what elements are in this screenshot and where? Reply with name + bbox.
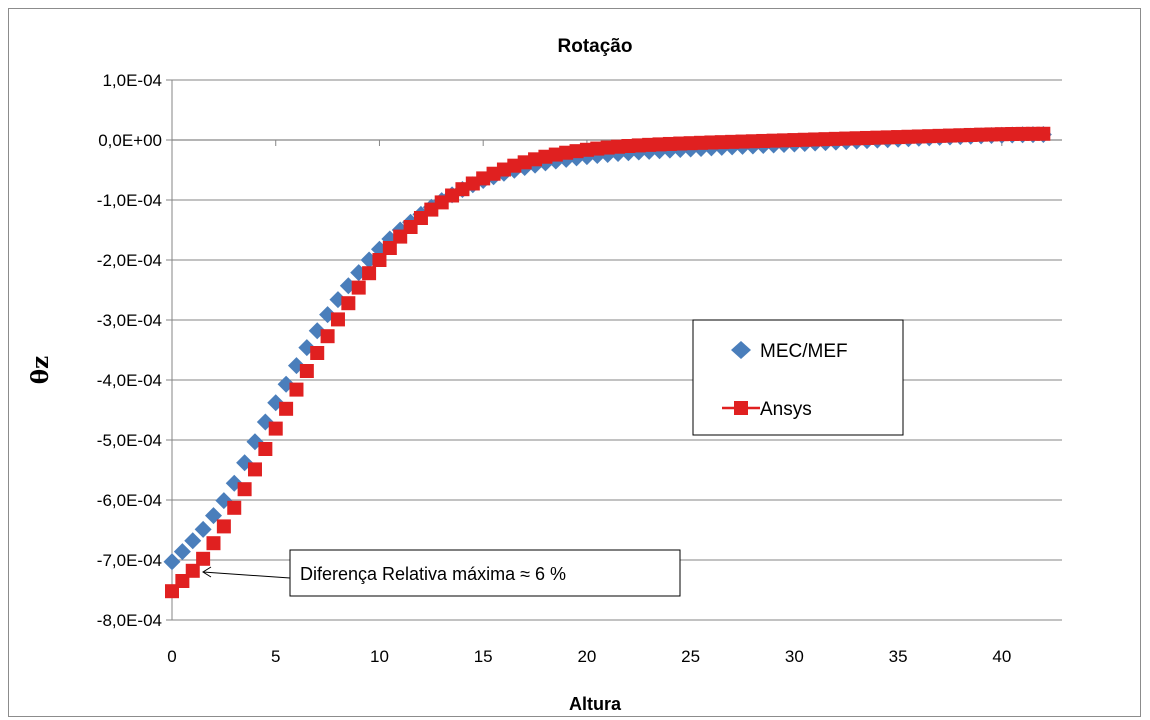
data-point-ansys [216, 519, 231, 534]
y-tick-label: -3,0E-04 [97, 311, 162, 330]
y-tick-label: -1,0E-04 [97, 191, 162, 210]
data-point-ansys [185, 563, 200, 578]
y-tick-label: -2,0E-04 [97, 251, 162, 270]
legend-marker-mec-mef [731, 341, 751, 359]
data-point-ansys [247, 462, 262, 477]
y-tick-label: 0,0E+00 [98, 131, 162, 150]
y-tick-labels: 1,0E-04 0,0E+00 -1,0E-04 -2,0E-04 -3,0E-04 -4… [97, 71, 162, 630]
data-point-ansys [289, 382, 304, 397]
y-axis-label: θz [27, 356, 54, 384]
annotation-arrow [202, 571, 291, 579]
x-tick-label: 0 [167, 647, 176, 666]
data-point-ansys [351, 280, 366, 295]
legend-box [692, 319, 904, 436]
x-tick-label: 30 [785, 647, 804, 666]
x-tick-label: 10 [370, 647, 389, 666]
data-point-ansys [268, 421, 283, 436]
x-tick-label: 35 [889, 647, 908, 666]
annotation-text: Diferença Relativa máxima ≈ 6 % [300, 564, 566, 584]
x-tick-label: 5 [271, 647, 280, 666]
data-point-ansys [258, 442, 273, 456]
x-axis-label: Altura [569, 694, 622, 714]
annotation: Diferença Relativa máxima ≈ 6 % [202, 549, 681, 597]
legend-label-ansys: Ansys [760, 399, 812, 420]
data-point-ansys [382, 241, 397, 255]
arrowhead [202, 566, 212, 578]
data-point-ansys [330, 312, 345, 327]
data-point-ansys [196, 551, 211, 566]
legend: MEC/MEF Ansys [692, 319, 904, 436]
y-tick-label: -4,0E-04 [97, 371, 162, 390]
y-tick-label: -8,0E-04 [97, 611, 162, 630]
x-tick-label: 40 [992, 647, 1011, 666]
x-tick-label: 25 [681, 647, 700, 666]
legend-label-mec-mef: MEC/MEF [760, 341, 848, 362]
data-point-ansys [362, 266, 377, 281]
x-tick-labels: 0 5 10 15 20 25 30 35 40 [167, 647, 1011, 666]
x-tick-label: 15 [474, 647, 493, 666]
data-point-ansys [320, 329, 335, 344]
chart-frame [8, 8, 1141, 717]
gridlines [166, 79, 1062, 621]
data-point-mec-mef [194, 520, 212, 538]
data-point-ansys [310, 346, 325, 360]
data-point-ansys [341, 296, 356, 311]
data-point-ansys [237, 482, 252, 497]
x-tick-label: 20 [577, 647, 596, 666]
data-point-mec-mef [173, 543, 191, 561]
annotation-box [289, 549, 681, 597]
y-tick-label: -5,0E-04 [97, 431, 162, 450]
y-tick-label: -7,0E-04 [97, 551, 162, 570]
data-point-ansys [1036, 126, 1051, 141]
series-ansys [165, 126, 1051, 599]
series-mec-mef [163, 125, 1052, 571]
data-point-mec-mef [184, 532, 202, 550]
y-tick-label: -6,0E-04 [97, 491, 162, 510]
data-point-ansys [227, 500, 242, 515]
data-point-ansys [299, 364, 314, 378]
data-point-ansys [372, 253, 387, 267]
data-point-mec-mef [163, 553, 181, 571]
legend-marker-ansys [722, 401, 760, 415]
data-point-ansys [206, 536, 221, 551]
y-tick-label: 1,0E-04 [102, 71, 162, 90]
chart-title: Rotação [558, 36, 633, 57]
data-point-ansys [279, 401, 294, 416]
